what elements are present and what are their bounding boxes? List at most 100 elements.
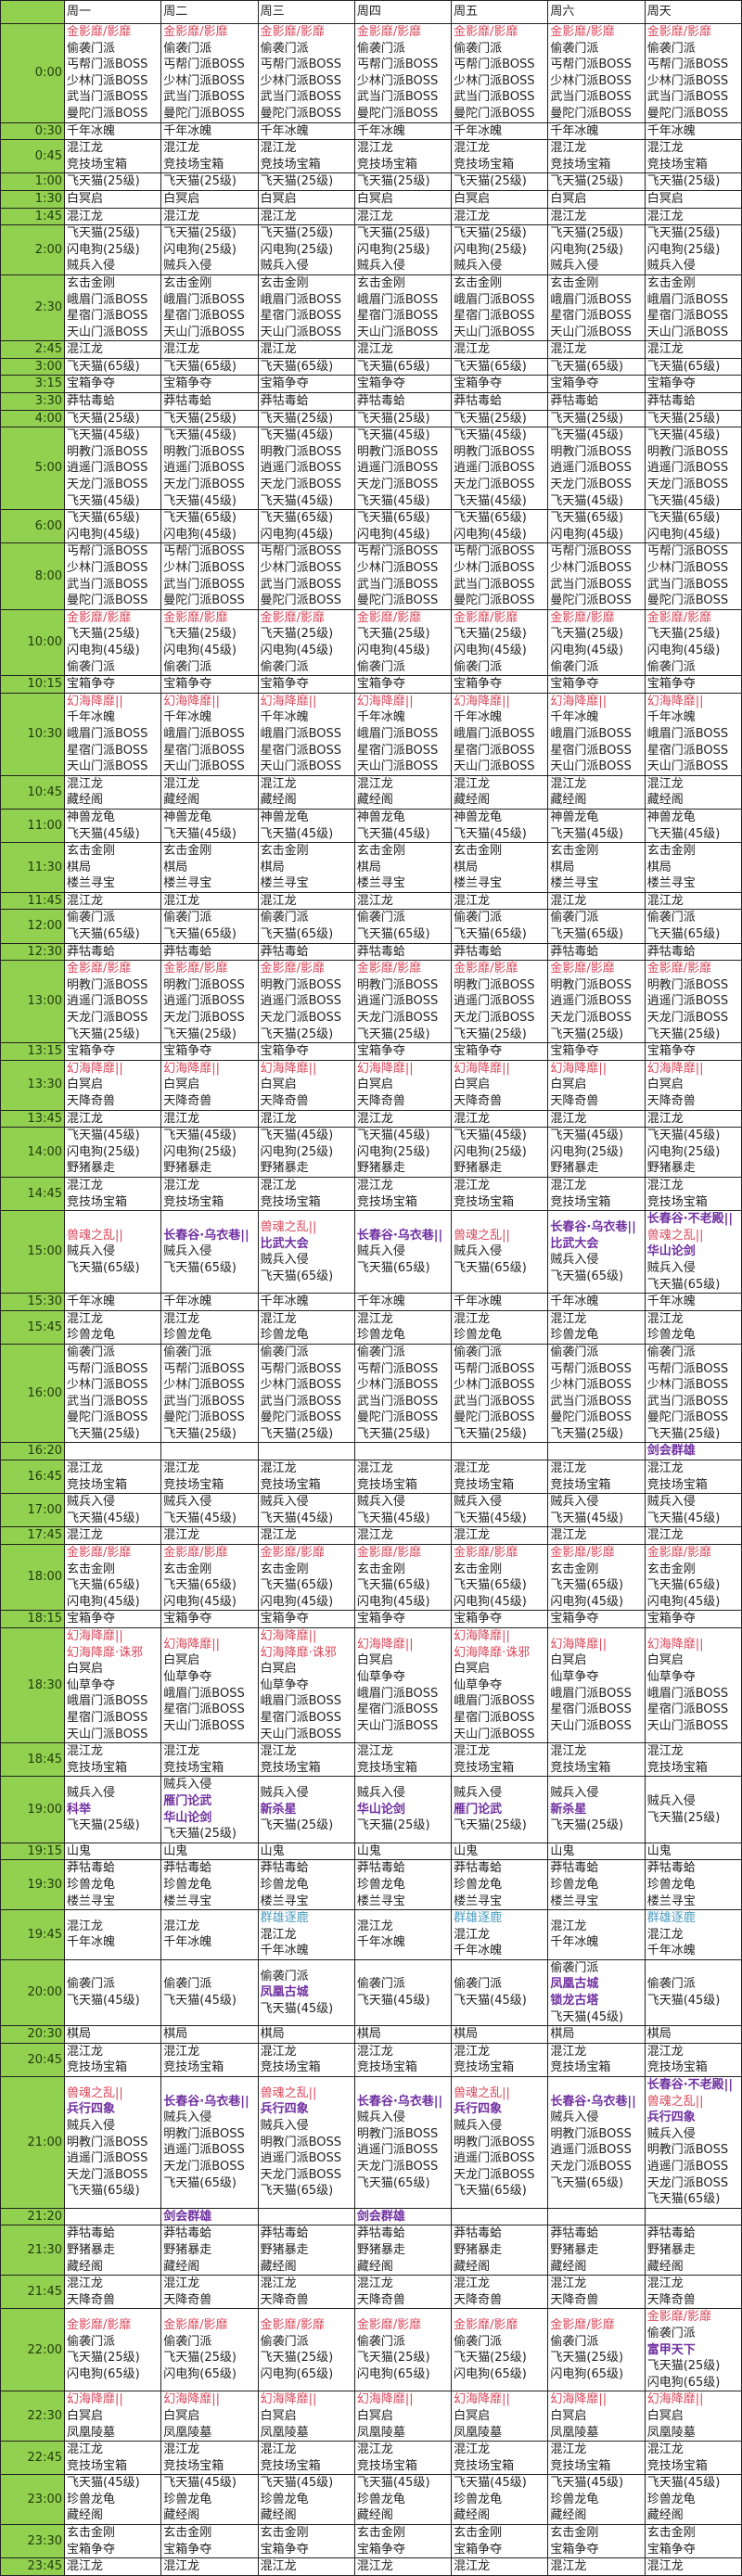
event-item: 闪电狗(45级) xyxy=(550,643,624,657)
event-item: 天降奇兽 xyxy=(67,2292,116,2307)
time-label: 3:00 xyxy=(0,357,65,376)
event-item: 仙草争夺 xyxy=(550,1669,599,1684)
event-item: 逍遥门派BOSS xyxy=(550,994,632,1009)
event-item: 星宿门派BOSS xyxy=(260,309,341,324)
event-item: 天降奇兽 xyxy=(356,2292,405,2307)
event-item: 闪电狗(25级) xyxy=(260,1144,334,1159)
time-slot-row: 0:45 混江龙 竞技场宝箱 混江龙 竞技场宝箱 混江龙 竞技场宝箱 混江龙 竞技场宝箱 混江龙竞… xyxy=(0,139,742,174)
day-cell: 幻海降靡|| 白冥启 凤凰陵墓 xyxy=(257,2391,355,2442)
day-cell: 飞天猫(45级) 明教门派BOSS 逍遥门派BOSS 天龙门派BOSS 飞天猫(45级) xyxy=(257,427,355,511)
day-cell: 混江龙 竞技场宝箱 xyxy=(63,139,162,174)
event-item: 逍遥门派BOSS xyxy=(454,2151,535,2166)
event-item: 天降奇兽 xyxy=(260,2292,309,2307)
day-cell: 长春谷·乌衣巷|| 贼兵入侵 飞天猫(65级) xyxy=(160,1210,259,1294)
event-item: 藏经阁 xyxy=(163,2508,200,2523)
event-item: 野猪暴走 xyxy=(550,2242,599,2257)
day-cell: 莽牯毒蛤 xyxy=(257,942,355,962)
event-item: 野猪暴走 xyxy=(67,1161,116,1176)
event-item: 偷袭门派 xyxy=(163,911,212,925)
day-cell: 混江龙 竞技场宝箱 xyxy=(160,2042,259,2078)
time-label: 19:45 xyxy=(0,1909,65,1960)
event-item: 峨眉门派BOSS xyxy=(454,726,535,741)
event-item: 武当门派BOSS xyxy=(454,90,535,105)
event-item: 宝箱争夺 xyxy=(67,2542,116,2557)
event-item: 飞天猫(25级) xyxy=(454,226,527,241)
day-cell: 幻海降靡|| 白冥启 天降奇兽 xyxy=(63,1059,162,1111)
day-cell: 混江龙 xyxy=(547,1526,646,1546)
event-item: 金影靡/影靡 xyxy=(163,610,228,625)
event-item: 少林门派BOSS xyxy=(550,561,632,575)
day-cell: 莽牯毒蛤 珍兽龙龟 楼兰寻宝 xyxy=(257,1859,355,1911)
event-item: 飞天猫(25级) xyxy=(163,2351,237,2366)
event-item: 莽牯毒蛤 xyxy=(356,394,405,409)
event-item: 兽魂之乱|| xyxy=(646,1228,704,1243)
event-item: 混江龙 xyxy=(356,2559,393,2574)
event-item: 天龙门派BOSS xyxy=(550,478,632,492)
event-item: 飞天猫(65级) xyxy=(646,1578,721,1593)
event-item: 白冥启 xyxy=(67,191,104,206)
event-item: 闪电狗(65级) xyxy=(454,2366,527,2381)
day-cell: 偷袭门派 丐帮门派BOSS 少林门派BOSS 武当门派BOSS 曼陀门派BOSS 飞天猫(… xyxy=(644,1343,742,1444)
event-item: 仙草争夺 xyxy=(356,1669,405,1684)
event-item: 贼兵入侵 xyxy=(550,1495,599,1510)
event-item: 少林门派BOSS xyxy=(260,561,341,575)
day-cell: 宝箱争夺 xyxy=(644,375,742,394)
time-slot-row: 16:20 剑会群雄 xyxy=(0,1442,742,1461)
event-item: 峨眉门派BOSS xyxy=(67,726,148,741)
event-item: 明教门派BOSS xyxy=(550,2126,632,2141)
day-cell: 玄击金刚 棋局 楼兰寻宝 xyxy=(160,842,259,893)
time-slot-row: 1:45 混江龙 混江龙 混江龙 混江龙 混江龙 混江龙 混江龙 xyxy=(0,207,742,226)
event-item: 飞天猫(45级) xyxy=(454,493,527,508)
day-cell: 长春谷·不老殿|| 兽魂之乱|| 华山论剑 贼兵入侵 飞天猫(65级) xyxy=(644,1210,742,1294)
event-item: 宝箱争夺 xyxy=(260,376,309,391)
event-item: 天降奇兽 xyxy=(163,2292,212,2307)
event-item: 武当门派BOSS xyxy=(646,1394,729,1409)
day-cell: 金影靡/影靡 明教门派BOSS 逍遥门派BOSS 天龙门派BOSS 飞天猫(25级) xyxy=(644,960,742,1044)
event-item: 千年冰魄 xyxy=(163,123,212,138)
event-item: 混江龙 xyxy=(454,1528,491,1543)
event-item: 飞天猫(25级) xyxy=(356,1818,430,1833)
event-item: 天龙门派BOSS xyxy=(454,478,535,492)
time-label: 0:45 xyxy=(0,139,65,174)
event-item: 闪电狗(45级) xyxy=(163,527,237,542)
event-item: 金影靡/影靡 xyxy=(67,962,132,976)
event-item: 飞天猫(25级) xyxy=(163,226,237,241)
event-item: 少林门派BOSS xyxy=(163,73,245,88)
time-slot-row: 18:15 宝箱争夺 宝箱争夺 宝箱争夺 宝箱争夺 宝箱争夺 宝箱争夺 宝箱争夺 xyxy=(0,1610,742,1628)
event-item: 明教门派BOSS xyxy=(260,444,341,459)
day-cell: 莽牯毒蛤 xyxy=(644,942,742,962)
event-item: 丐帮门派BOSS xyxy=(454,544,535,559)
event-item: 飞天猫(65级) xyxy=(646,2192,721,2207)
event-item: 天山门派BOSS xyxy=(67,759,148,774)
event-item: 珍兽龙龟 xyxy=(454,1328,503,1343)
day-cell: 混江龙 竞技场宝箱 xyxy=(451,2441,549,2476)
event-item: 明教门派BOSS xyxy=(454,444,535,459)
event-item: 飞天猫(25级) xyxy=(67,1027,140,1041)
event-item: 幻海降靡|| xyxy=(163,1637,221,1651)
event-item: 长春谷·不老殿|| xyxy=(646,1212,734,1227)
event-item: 武当门派BOSS xyxy=(454,1394,535,1409)
day-cell: 飞天猫(25级) 闪电狗(25级) 贼兵入侵 xyxy=(353,224,453,275)
event-item: 兽魂之乱|| xyxy=(260,2085,317,2100)
day-cell: 莽牯毒蛤 xyxy=(451,392,549,411)
day-cell: 玄击金刚 宝箱争夺 xyxy=(160,2524,259,2559)
day-cell: 金影靡/影靡 飞天猫(25级) 闪电狗(45级) 偷袭门派 xyxy=(353,608,453,677)
time-slot-row: 15:30 千年冰魄 千年冰魄 千年冰魄 千年冰魄 千年冰魄 千年冰魄 千年冰魄 xyxy=(0,1293,742,1311)
event-item: 仙草争夺 xyxy=(67,1677,116,1692)
day-cell: 混江龙 xyxy=(63,340,162,359)
day-cell: 金影靡/影靡 偷袭门派 飞天猫(25级) 闪电狗(65级) xyxy=(547,2308,646,2392)
event-item: 宝箱争夺 xyxy=(67,1044,116,1059)
event-item: 混江龙 xyxy=(163,2276,200,2291)
event-item: 金影靡/影靡 xyxy=(646,962,712,976)
time-label: 16:45 xyxy=(0,1460,65,1495)
day-cell: 幻海降靡|| 白冥启 天降奇兽 xyxy=(451,1059,549,1111)
event-item: 宝箱争夺 xyxy=(356,2542,405,2557)
day-cell: 神兽龙龟 飞天猫(45级) xyxy=(644,808,742,844)
event-item: 飞天猫(45级) xyxy=(550,2009,624,2024)
event-item: 贼兵入侵 xyxy=(163,1495,212,1510)
event-item: 山鬼 xyxy=(67,1843,92,1858)
event-item: 竞技场宝箱 xyxy=(550,1477,611,1492)
day-cell: 莽牯毒蛤 野猪暴走 藏经阁 xyxy=(257,2225,355,2276)
event-item: 峨眉门派BOSS xyxy=(260,292,341,307)
event-item: 千年冰魄 xyxy=(356,1935,405,1950)
